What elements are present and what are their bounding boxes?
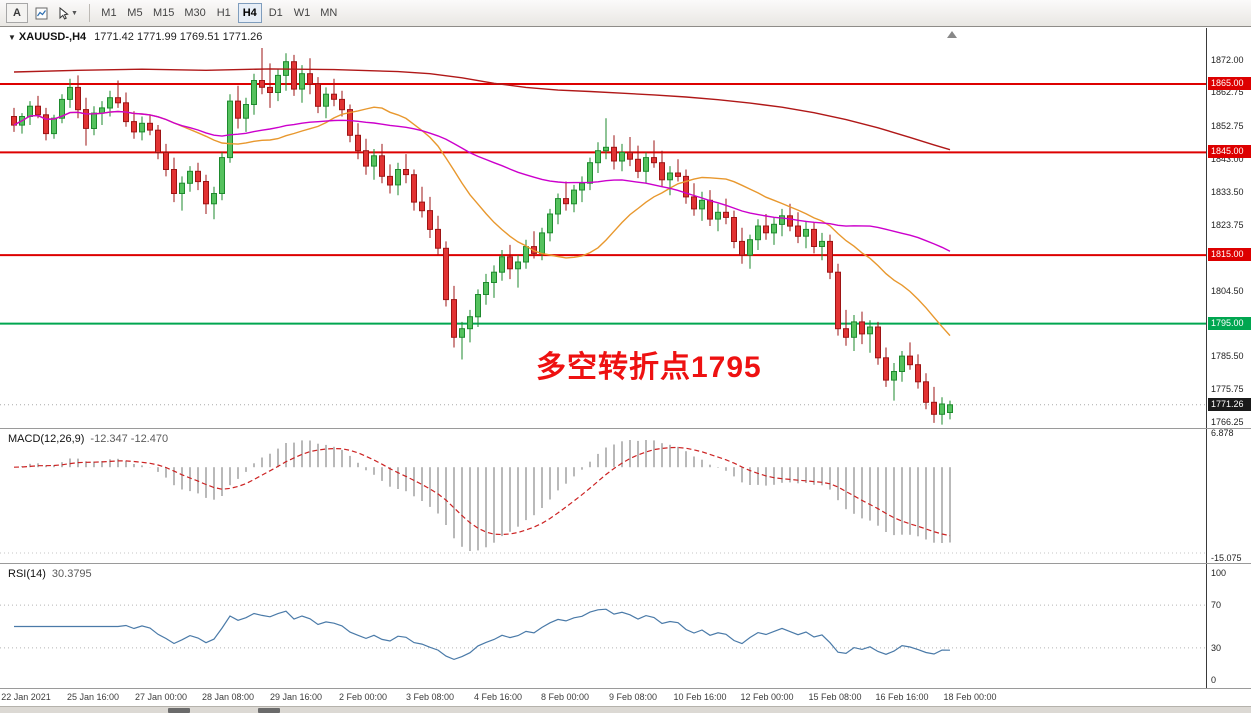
toolbar-separator: [88, 4, 90, 22]
time-axis-label: 27 Jan 00:00: [134, 692, 188, 702]
macd-title-row: MACD(12,26,9) -12.347 -12.470: [8, 433, 168, 445]
symbol-dropdown-icon[interactable]: ▼: [8, 33, 16, 42]
price-axis-label: 1766.25: [1211, 417, 1244, 427]
price-axis-label: 1843.00: [1211, 154, 1244, 164]
macd-panel-canvas[interactable]: [0, 430, 1206, 563]
rsi-axis-label: 70: [1211, 600, 1222, 610]
price-marker-1815.00: 1815.00: [1208, 248, 1251, 261]
toolbar: A ▼ M1 M5 M15 M30 H1 H4 D1 W1 MN: [0, 0, 1251, 27]
ma-slow-darkred: [13, 68, 951, 151]
timeframe-button-d1[interactable]: D1: [264, 3, 288, 23]
timeframe-button-h4[interactable]: H4: [237, 3, 262, 23]
rsi-panel-canvas[interactable]: [0, 565, 1206, 688]
time-axis-label: 8 Feb 00:00: [540, 692, 590, 702]
rsi-axis-label: 100: [1211, 568, 1227, 578]
bottom-strip: [0, 706, 1251, 713]
current-price-marker: 1771.26: [1208, 398, 1251, 411]
chart-title-symbol: XAUUSD-,H4: [18, 31, 87, 43]
time-axis-label: 12 Feb 00:00: [740, 692, 794, 702]
price-axis-label: 1852.75: [1211, 121, 1244, 131]
time-axis-label: 25 Jan 16:00: [66, 692, 120, 702]
strip-segment-2: [258, 708, 280, 713]
time-axis-label: 4 Feb 16:00: [473, 692, 523, 702]
timeframe-group: M1 M5 M15 M30 H1 H4 D1 W1 MN: [97, 3, 341, 23]
macd-axis-label: -15.075: [1211, 553, 1242, 563]
cursor-tool-button[interactable]: ▼: [54, 3, 82, 23]
chevron-down-icon: ▼: [71, 9, 78, 17]
main-chart-canvas[interactable]: [0, 28, 1206, 428]
time-axis-label: 18 Feb 00:00: [943, 692, 997, 702]
time-axis-label: 2 Feb 00:00: [338, 692, 388, 702]
price-axis-label: 1833.50: [1211, 187, 1244, 197]
price-axis-label: 1823.75: [1211, 220, 1244, 230]
candlesticks: [11, 48, 953, 425]
panel-separator-rsi[interactable]: [0, 563, 1251, 564]
rsi-title: RSI(14): [8, 568, 46, 580]
price-axis-label: 1775.75: [1211, 384, 1244, 394]
chart-title-ohlc: 1771.42 1771.99 1769.51 1771.26: [94, 31, 263, 43]
price-axis-label: 1872.00: [1211, 55, 1244, 65]
timeframe-button-m30[interactable]: M30: [180, 3, 209, 23]
rsi-title-row: RSI(14) 30.3795: [8, 568, 92, 580]
timeframe-button-m1[interactable]: M1: [97, 3, 121, 23]
rsi-value: 30.3795: [51, 568, 92, 580]
time-axis-label: 28 Jan 08:00: [201, 692, 255, 702]
price-axis-label: 1785.50: [1211, 351, 1244, 361]
ma-mid-magenta: [13, 110, 951, 252]
time-axis-label: 3 Feb 08:00: [405, 692, 455, 702]
macd-values: -12.347 -12.470: [90, 433, 169, 445]
macd-histogram: [21, 440, 951, 551]
panel-separator-macd[interactable]: [0, 428, 1251, 429]
rsi-axis-label: 0: [1211, 675, 1217, 685]
time-axis-label: 16 Feb 16:00: [875, 692, 929, 702]
macd-signal-line: [13, 446, 951, 537]
time-axis-label: 9 Feb 08:00: [608, 692, 658, 702]
time-axis-separator: [0, 688, 1251, 689]
macd-title: MACD(12,26,9): [8, 433, 85, 445]
timeframe-button-w1[interactable]: W1: [290, 3, 315, 23]
strip-segment-1: [168, 708, 190, 713]
text-tool-button[interactable]: A: [6, 3, 28, 23]
time-axis-label: 22 Jan 2021: [1, 692, 51, 702]
chart-template-button[interactable]: [30, 3, 52, 23]
chart-annotation: 多空转折点1795: [536, 351, 762, 384]
price-marker-1845.00: 1845.00: [1208, 145, 1251, 158]
price-axis: 1872.00 1862.75 1852.75 1843.00 1833.50 1823.…: [1206, 28, 1251, 688]
chart-template-icon: [35, 7, 47, 19]
time-axis: 22 Jan 2021 25 Jan 16:00 27 Jan 00:00 28 Ja…: [0, 689, 1206, 706]
rsi-axis-label: 30: [1211, 643, 1222, 653]
chart-shift-marker[interactable]: [947, 31, 957, 38]
timeframe-button-m5[interactable]: M5: [123, 3, 147, 23]
time-axis-label: 15 Feb 08:00: [808, 692, 862, 702]
time-axis-label: 29 Jan 16:00: [269, 692, 323, 702]
macd-axis-label: 6.878: [1211, 428, 1234, 438]
time-axis-label: 10 Feb 16:00: [673, 692, 727, 702]
price-marker-1865.00: 1865.00: [1208, 77, 1251, 90]
price-axis-label: 1862.75: [1211, 87, 1244, 97]
cursor-icon: [59, 6, 69, 20]
rsi-line: [14, 608, 951, 661]
timeframe-button-mn[interactable]: MN: [316, 3, 341, 23]
timeframe-button-h1[interactable]: H1: [212, 3, 236, 23]
chart-title: ▼ XAUUSD-,H4 1771.42 1771.99 1769.51 1771.…: [8, 31, 262, 43]
timeframe-button-m15[interactable]: M15: [149, 3, 178, 23]
price-axis-label: 1804.50: [1211, 286, 1244, 296]
price-marker-1795.00: 1795.00: [1208, 317, 1251, 330]
